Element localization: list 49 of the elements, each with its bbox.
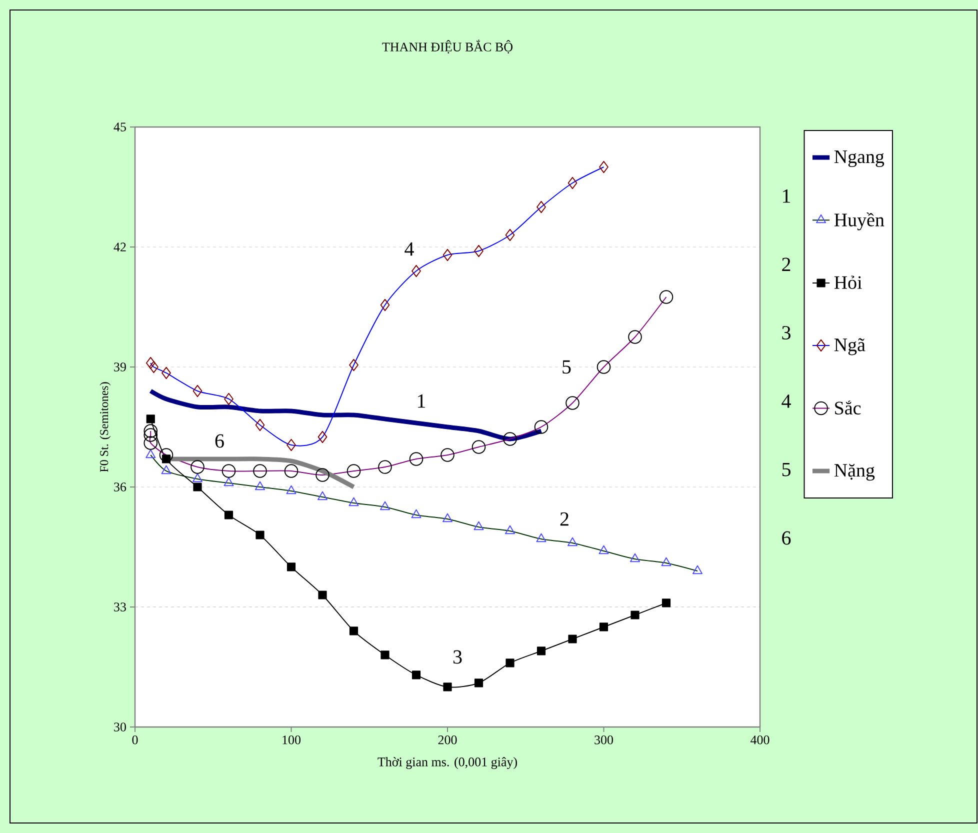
legend-label: Hỏi xyxy=(834,276,862,289)
annotation: 5 xyxy=(562,360,571,374)
x-tick-label: 300 xyxy=(594,736,614,744)
point xyxy=(146,414,155,424)
point xyxy=(662,598,671,608)
legend-label: Huyền xyxy=(834,212,884,230)
x-tick-label: 400 xyxy=(750,736,770,744)
text: 1 xyxy=(783,189,790,203)
y-tick-label: 33 xyxy=(114,602,126,612)
chart-title: THANH ĐIỆU BẮC BỘ xyxy=(382,40,513,54)
point xyxy=(224,510,234,520)
point xyxy=(412,670,421,680)
x-tick-label: 100 xyxy=(282,736,301,744)
point xyxy=(568,634,577,644)
point xyxy=(599,622,608,632)
x-tick-label: 200 xyxy=(438,736,457,744)
legend-label: Ngang xyxy=(834,150,884,168)
point xyxy=(318,590,327,600)
text: 6 xyxy=(782,531,791,545)
legend-label: Nặng xyxy=(834,464,875,481)
y-axis-title: F0 St. (Semitones) xyxy=(100,382,111,472)
legend-label: Ngã xyxy=(834,338,866,356)
point xyxy=(349,626,358,636)
text: 2 xyxy=(782,258,790,272)
text: 3 xyxy=(782,326,790,340)
point xyxy=(286,562,296,572)
point xyxy=(474,678,484,688)
point xyxy=(506,658,514,668)
annotation: 2 xyxy=(560,512,568,526)
x-tick-label: 0 xyxy=(132,736,138,744)
text: 4 xyxy=(782,394,791,408)
y-tick-label: 39 xyxy=(114,362,126,372)
annotation: 3 xyxy=(453,650,462,664)
text: 5 xyxy=(782,462,790,476)
annotation: 6 xyxy=(215,434,224,448)
y-tick-label: 42 xyxy=(114,242,126,252)
annotation: 4 xyxy=(404,242,414,256)
point xyxy=(630,610,640,620)
x-axis-title: Thời gian ms. (0,001 giây) xyxy=(378,757,517,770)
point xyxy=(536,646,546,656)
legend-label: Sắc xyxy=(835,400,861,415)
point xyxy=(443,682,452,692)
annotation: 1 xyxy=(418,394,426,408)
y-tick-label: 30 xyxy=(114,722,126,732)
y-tick-label: 45 xyxy=(114,122,126,132)
point xyxy=(380,650,390,660)
y-tick-label: 36 xyxy=(114,482,126,492)
point xyxy=(193,482,202,492)
point xyxy=(256,530,264,540)
